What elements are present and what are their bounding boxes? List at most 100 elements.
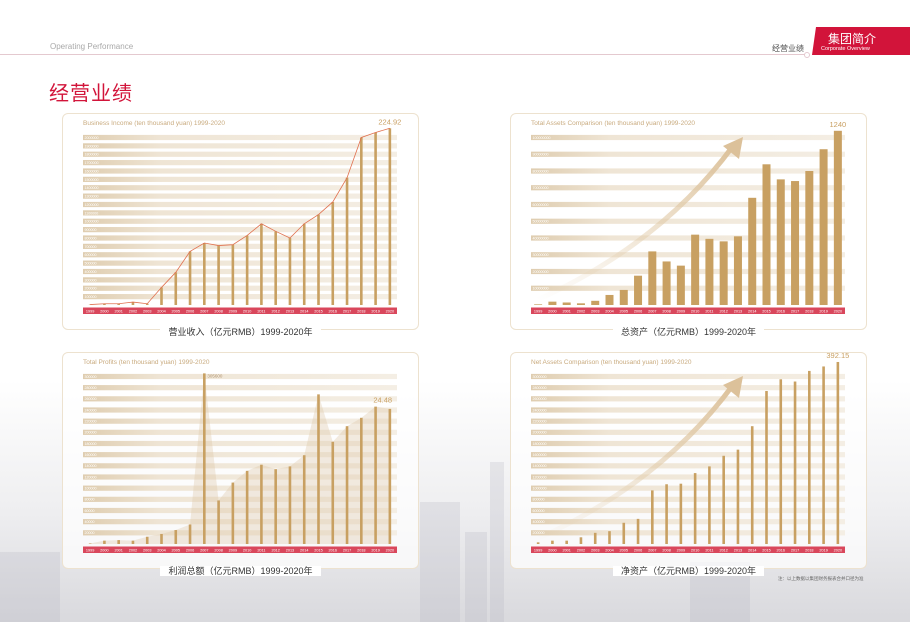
chart-caption: 净资产（亿元RMB）1999-2020年 [511,561,866,579]
x-tick-label: 2010 [691,548,699,552]
grid-band [83,185,397,191]
x-tick-label: 2014 [300,548,308,552]
x-tick-label: 2001 [114,548,122,552]
bar-2011 [260,223,263,305]
bar-2018 [808,370,811,544]
bar-2014 [302,455,306,544]
grid-band [83,418,397,424]
grid-band [83,429,397,435]
y-tick-label: 50000000 [533,220,549,224]
x-tick-label: 1999 [534,548,542,552]
y-tick-label: 900000 [85,228,97,232]
y-tick-label: 300000 [85,375,97,379]
x-tick-label: 2016 [329,309,337,313]
total-profits-chart: 20000 40000 60000 80000 100000 120000 140000 16… [62,352,419,576]
x-tick-label: 2002 [577,548,585,552]
bar-2008 [217,245,220,305]
grid-band [83,440,397,447]
business-income-chart: 100000 200000 300000 400000 500000 600000 7000… [62,113,419,337]
bar-2019 [822,366,825,544]
x-tick-label: 2003 [591,309,599,313]
y-tick-label: 1400000 [533,464,547,468]
grid-band [531,396,845,402]
bar-2013 [288,238,292,305]
y-tick-label: 160000 [85,453,97,457]
bar-2016 [779,379,783,544]
grid-band [83,218,397,224]
y-tick-label: 80000000 [533,169,549,173]
value-label: 392.15 [826,353,849,360]
y-tick-label: 1800000 [533,442,547,446]
grid-band [531,252,845,258]
y-tick-label: 400000 [85,270,97,274]
grid-band [83,134,397,141]
bar-2001 [117,303,120,305]
chart-caption: 营业收入（亿元RMB）1999-2020年 [63,322,418,340]
bar-2015 [317,394,320,544]
x-tick-label: 2005 [172,548,180,552]
grid-band [83,373,397,380]
grid-band [83,385,397,391]
x-tick-label: 2011 [705,548,713,552]
bar-2001 [117,540,120,544]
bar-2008 [662,261,671,305]
grid-band [531,474,845,480]
bar-2014 [302,223,306,305]
x-tick-label: 2019 [371,548,379,552]
income-line [90,127,390,305]
x-tick-label: 2014 [748,309,756,313]
total-profits-plot: 20000 40000 60000 80000 100000 120000 140000 16… [83,373,397,553]
x-tick-label: 1999 [86,548,94,552]
total-assets-plot: 10000000 20000000 30000000 40000000 50000000… [531,120,846,314]
x-tick-label: 2014 [300,309,308,313]
y-tick-label: 800000 [85,236,97,240]
grid-band [531,134,845,141]
chapter-tab[interactable]: 集团简介 Corporate Overview [812,27,910,55]
x-tick-label: 2006 [186,309,194,313]
value-label: 224.92 [378,117,401,126]
y-tick-label: 80000 [85,498,95,502]
x-tick-label: 2016 [329,548,337,552]
x-tick-label: 2007 [200,309,208,313]
profit-area [90,373,390,544]
x-axis-bar [531,546,845,553]
trend-arrow-shaft [535,144,736,303]
grid-band [83,210,397,216]
bar-2014 [750,426,754,544]
grid-band [531,530,845,536]
page-title: 经营业绩 [49,83,133,105]
bar-2019 [374,406,377,544]
x-tick-label: 2018 [805,548,813,552]
y-tick-label: 240000 [85,408,97,412]
x-tick-label: 2013 [286,309,294,313]
bar-2018 [360,417,363,544]
y-tick-label: 1400000 [85,186,99,190]
value-label: 24.48 [373,396,392,405]
x-tick-label: 2009 [229,309,237,313]
bar-2008 [217,500,220,544]
bar-2012 [722,455,725,544]
x-tick-label: 2008 [662,309,670,313]
bar-2008 [665,484,668,544]
x-tick-label: 2011 [257,548,265,552]
grid-band [83,277,397,283]
section-label-cn: 经营业绩 [772,44,804,53]
bar-2010 [245,235,249,305]
bar-2006 [188,524,192,544]
x-tick-label: 2015 [314,548,322,552]
x-tick-label: 2006 [186,548,194,552]
bar-1999 [88,543,92,544]
grid-band [531,429,845,435]
grid-band [83,151,397,157]
x-tick-label: 2012 [271,309,279,313]
bar-2005 [174,272,178,305]
grid-band [83,396,397,402]
grid-band [83,193,397,199]
grid-band [83,294,397,300]
grid-band [531,385,845,391]
grid-band [531,185,845,191]
x-tick-label: 2020 [834,548,842,552]
grid-band [83,252,397,258]
y-tick-label: 800000 [533,498,545,502]
x-tick-label: 2005 [172,309,180,313]
